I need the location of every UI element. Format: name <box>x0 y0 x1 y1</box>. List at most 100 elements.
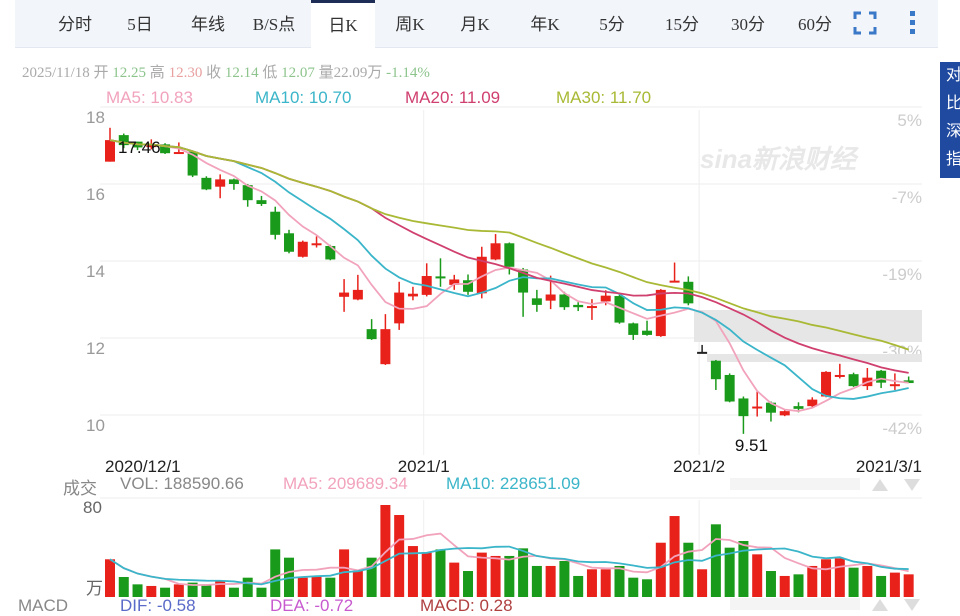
x-axis-label: 2021/3/1 <box>856 457 922 476</box>
tab-0[interactable]: 分时 <box>58 15 92 34</box>
volume-bar <box>710 524 721 597</box>
tab-4[interactable]: 日K <box>311 0 375 48</box>
volume-bar <box>311 575 322 597</box>
candle-body <box>793 406 804 409</box>
candle-body <box>586 306 597 309</box>
gap-shade <box>707 354 922 362</box>
tab-2[interactable]: 年线 <box>191 15 225 34</box>
candle-body <box>339 292 350 297</box>
tab-11[interactable]: 60分 <box>798 15 832 34</box>
tab-10[interactable]: 30分 <box>731 15 765 34</box>
volume-bar <box>807 565 818 597</box>
change-value: -1.14% <box>386 65 430 81</box>
volume-bar <box>724 547 735 597</box>
low-label: 低 <box>262 65 278 81</box>
volume-bar <box>297 577 308 597</box>
volume-bar <box>256 587 267 597</box>
tab-1[interactable]: 5日 <box>127 15 153 34</box>
volume-bar <box>697 569 708 597</box>
volume-bar <box>889 572 900 597</box>
volume-axis-top: 80 <box>83 498 102 517</box>
tab-5[interactable]: 周K <box>395 15 425 34</box>
candle-body <box>889 384 900 387</box>
candle-body <box>187 151 198 176</box>
fullscreen-icon[interactable] <box>850 8 880 38</box>
candle-body <box>490 243 501 260</box>
candle-body <box>655 289 666 337</box>
candle-body <box>752 406 763 409</box>
volume-bar <box>421 552 432 597</box>
scroll-up-icon[interactable] <box>872 599 888 611</box>
open-label: 开 <box>93 65 109 81</box>
tab-9[interactable]: 15分 <box>665 15 699 34</box>
volume-bar <box>160 587 171 597</box>
volume-ma5-legend: MA5: 209689.34 <box>283 474 408 493</box>
candle-body <box>697 351 708 354</box>
gap-shade <box>694 310 922 342</box>
volume-ma10-legend: MA10: 228651.09 <box>446 474 581 493</box>
right-percent-label: -42% <box>882 419 922 438</box>
right-percent-label: -19% <box>882 265 922 284</box>
compare-index-button[interactable]: 对比深指 <box>940 62 960 178</box>
candle-body <box>807 399 818 407</box>
volume-bar <box>683 542 694 597</box>
period-tab-bar <box>15 0 938 48</box>
candle-body <box>600 295 611 302</box>
candle-body <box>449 279 460 285</box>
x-axis-label: 2020/12/1 <box>105 457 181 476</box>
x-axis-label: 2021/1 <box>398 457 450 476</box>
volume-bar <box>201 584 212 597</box>
volume-bar <box>862 565 873 597</box>
volume-title: 成交 <box>63 479 97 498</box>
candle-body <box>848 374 859 387</box>
volume-bar <box>270 549 281 597</box>
candle-body <box>352 289 363 300</box>
volume-bar <box>173 584 184 597</box>
volume-bar <box>476 552 487 597</box>
candle-body <box>669 280 680 283</box>
volume-bar <box>352 571 363 597</box>
volume-axis-unit: 万 <box>86 579 103 598</box>
candle-body <box>228 179 239 184</box>
candle-body <box>284 233 295 252</box>
volume-bar <box>215 581 226 597</box>
tab-8[interactable]: 5分 <box>599 15 625 34</box>
volume-bar <box>490 555 501 597</box>
high-value: 12.30 <box>168 65 203 81</box>
scroll-down-icon[interactable] <box>904 599 920 611</box>
volume-bar <box>821 559 832 597</box>
open-value: 12.25 <box>112 65 147 81</box>
scroll-up-icon[interactable] <box>872 479 888 491</box>
y-tick-label: 18 <box>86 108 105 127</box>
scroll-down-icon[interactable] <box>904 479 920 491</box>
ma30-line <box>109 139 909 351</box>
tab-6[interactable]: 月K <box>460 15 490 34</box>
min-price-label: 9.51 <box>735 436 768 455</box>
volume-bar <box>407 546 418 597</box>
candle-body <box>903 380 914 384</box>
volume-bar <box>848 567 859 597</box>
volume-bar <box>614 565 625 597</box>
dotted-scroll-track <box>730 598 860 610</box>
tab-3[interactable]: B/S点 <box>252 15 296 34</box>
candle-body <box>215 179 226 187</box>
macd-dea: DEA: -0.72 <box>270 596 354 615</box>
volume-bar <box>187 582 198 597</box>
candle-body <box>105 140 115 162</box>
x-axis-label: 2021/2 <box>673 457 725 476</box>
volume-bar <box>394 515 405 597</box>
tab-7[interactable]: 年K <box>530 15 560 34</box>
more-vertical-icon[interactable] <box>898 8 928 38</box>
volume-bar <box>903 574 914 597</box>
volume-bar <box>435 549 446 597</box>
volume-bar <box>366 557 377 597</box>
macd-value: MACD: 0.28 <box>420 596 513 615</box>
candle-body <box>710 360 721 380</box>
candle-body <box>366 329 377 340</box>
candle-body <box>407 293 418 297</box>
y-tick-label: 16 <box>86 185 105 204</box>
info-date: 2025/11/18 <box>22 65 90 81</box>
volume-bar <box>765 571 776 597</box>
max-price-label: 17.46 <box>118 138 161 157</box>
